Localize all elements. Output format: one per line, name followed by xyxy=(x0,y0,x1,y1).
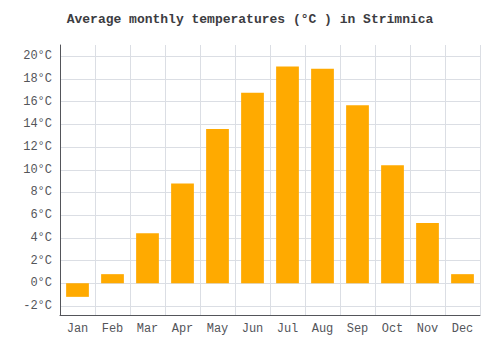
svg-text:6°C: 6°C xyxy=(30,208,52,222)
svg-text:May: May xyxy=(207,322,229,336)
svg-text:Sep: Sep xyxy=(347,322,369,336)
svg-text:10°C: 10°C xyxy=(23,163,52,177)
svg-text:16°C: 16°C xyxy=(23,95,52,109)
svg-text:4°C: 4°C xyxy=(30,231,52,245)
svg-text:14°C: 14°C xyxy=(23,117,52,131)
svg-text:Oct: Oct xyxy=(382,322,404,336)
svg-text:Dec: Dec xyxy=(452,322,474,336)
svg-text:Aug: Aug xyxy=(312,322,334,336)
svg-text:Nov: Nov xyxy=(417,322,439,336)
svg-text:Jul: Jul xyxy=(277,322,299,336)
svg-text:Feb: Feb xyxy=(102,322,124,336)
svg-text:20°C: 20°C xyxy=(23,49,52,63)
svg-text:Jan: Jan xyxy=(67,322,89,336)
svg-text:12°C: 12°C xyxy=(23,140,52,154)
svg-text:8°C: 8°C xyxy=(30,185,52,199)
svg-text:-2°C: -2°C xyxy=(23,299,52,313)
svg-text:18°C: 18°C xyxy=(23,72,52,86)
svg-text:2°C: 2°C xyxy=(30,254,52,268)
svg-text:0°C: 0°C xyxy=(30,276,52,290)
svg-text:Jun: Jun xyxy=(242,322,264,336)
svg-text:Apr: Apr xyxy=(172,322,194,336)
svg-text:Mar: Mar xyxy=(137,322,159,336)
svg-text:Average monthly temperatures (: Average monthly temperatures (°C ) in St… xyxy=(67,12,434,27)
